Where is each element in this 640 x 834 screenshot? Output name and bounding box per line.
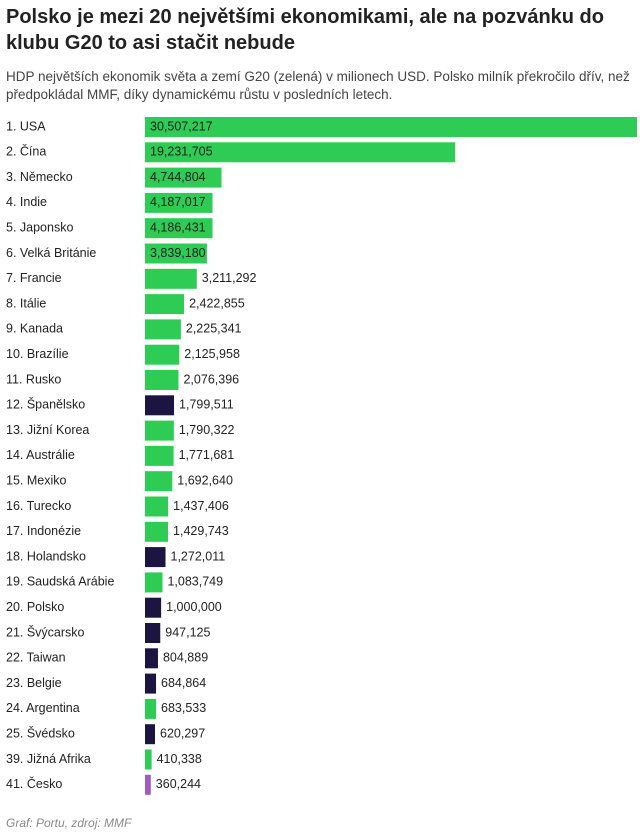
bar	[145, 572, 163, 593]
bar	[145, 142, 456, 163]
bar	[145, 774, 151, 795]
value-label: 947,125	[165, 625, 210, 639]
bar	[145, 294, 185, 315]
bar	[145, 117, 637, 137]
category-label: 10. Brazílie	[6, 347, 69, 361]
value-label: 1,790,322	[179, 423, 235, 437]
category-label: 6. Velká Británie	[6, 246, 96, 260]
bar	[145, 420, 174, 441]
bar	[145, 597, 162, 618]
value-label: 410,338	[157, 752, 202, 766]
bar	[145, 623, 161, 643]
bar	[145, 698, 157, 719]
category-label: 21. Švýcarsko	[6, 624, 85, 639]
bar	[145, 370, 179, 390]
category-label: 39. Jižná Afrika	[6, 752, 91, 766]
bar	[145, 445, 174, 466]
category-label: 2. Čína	[6, 144, 46, 159]
category-label: 23. Belgie	[6, 676, 62, 690]
value-label: 4,744,804	[150, 170, 206, 184]
value-label: 804,889	[163, 651, 208, 665]
chart-subtitle: HDP největších ekonomik světa a zemí G20…	[6, 69, 630, 102]
bar	[145, 496, 169, 517]
category-label: 41. Česko	[6, 776, 62, 791]
category-label: 8. Itálie	[6, 296, 46, 310]
category-label: 4. Indie	[6, 195, 47, 209]
source: Graf: Portu, zdroj: MMF	[6, 816, 132, 830]
category-label: 12. Španělsko	[6, 397, 85, 412]
value-label: 2,125,958	[184, 347, 240, 361]
value-label: 2,225,341	[186, 322, 242, 336]
category-label: 20. Polsko	[6, 600, 64, 614]
value-label: 4,186,431	[150, 220, 206, 234]
bar	[145, 268, 197, 289]
bar	[145, 471, 173, 492]
value-label: 2,422,855	[189, 296, 245, 310]
category-label: 13. Jižní Korea	[6, 423, 89, 437]
category-label: 9. Kanada	[6, 322, 63, 336]
bar	[145, 395, 175, 416]
value-label: 4,187,017	[150, 195, 206, 209]
bar	[145, 319, 181, 340]
value-label: 1,799,511	[179, 398, 234, 412]
category-label: 7. Francie	[6, 271, 62, 285]
bar	[145, 673, 157, 694]
value-label: 1,771,681	[179, 448, 235, 462]
category-label: 22. Taiwan	[6, 651, 66, 665]
value-label: 19,231,705	[150, 145, 213, 159]
bar	[145, 547, 166, 568]
bar	[145, 167, 222, 188]
category-label: 18. Holandsko	[6, 549, 86, 563]
category-label: 16. Turecko	[6, 499, 71, 513]
value-label: 1,429,743	[173, 524, 229, 538]
bar	[145, 749, 152, 770]
value-label: 1,083,749	[167, 575, 223, 589]
category-label: 14. Austrálie	[6, 448, 75, 462]
bar	[145, 521, 169, 542]
bar	[145, 648, 158, 669]
value-label: 1,437,406	[173, 499, 229, 513]
value-label: 360,244	[156, 777, 201, 791]
category-label: 5. Japonsko	[6, 220, 73, 234]
bar	[145, 243, 207, 264]
value-label: 3,839,180	[150, 246, 206, 260]
bar	[145, 192, 213, 213]
value-label: 684,864	[161, 676, 206, 690]
value-label: 620,297	[160, 726, 205, 740]
category-label: 3. Německo	[6, 170, 73, 184]
bar	[145, 218, 213, 239]
value-label: 683,533	[161, 701, 206, 715]
category-label: 17. Indonézie	[6, 524, 81, 538]
value-label: 1,692,640	[177, 473, 233, 487]
chart-title: Polsko je mezi 20 největšími ekonomikami…	[6, 6, 604, 54]
category-label: 1. USA	[6, 119, 46, 133]
category-label: 25. Švédsko	[6, 725, 75, 740]
category-label: 11. Rusko	[6, 372, 61, 386]
category-label: 19. Saudská Arábie	[6, 575, 114, 589]
category-label: 24. Argentina	[6, 701, 80, 715]
value-label: 30,507,217	[150, 119, 213, 133]
bar	[145, 344, 180, 365]
bar	[145, 724, 156, 745]
value-label: 1,000,000	[166, 600, 222, 614]
category-label: 15. Mexiko	[6, 473, 66, 487]
value-label: 2,076,396	[183, 372, 239, 386]
value-label: 3,211,292	[202, 271, 257, 285]
value-label: 1,272,011	[171, 549, 226, 563]
chart: 1. USA 30,507,217 2. Čína 19,231,705 3. Něme…	[6, 117, 637, 795]
